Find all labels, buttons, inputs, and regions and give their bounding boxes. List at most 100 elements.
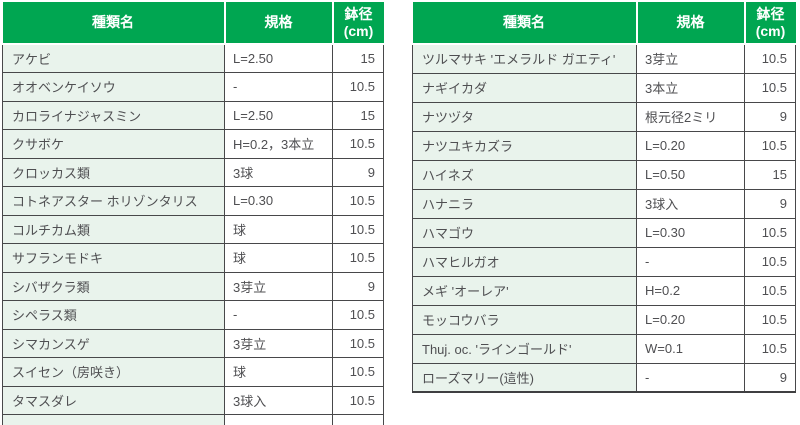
table-row: スイセン（房咲き）球 10.5 [2,357,384,387]
left-table-header-row: 種類名 規格 鉢径 (cm) [2,2,384,45]
left-table: 種類名 規格 鉢径 (cm) アケビ L=2.50 15 オオベンケイソウ -10.5 カロ… [2,2,384,425]
table-row: メギ 'オーレア' H=0.2 10.5 [412,275,796,306]
cell-pot: 10.5 [332,328,384,358]
header-cell-name: 種類名 [412,2,637,45]
cell-spec: L=0.30 [224,186,333,216]
cell-pot: 10.5 [332,300,384,330]
cell-pot: 10.5 [744,304,796,335]
cell-pot: 10.5 [744,217,796,248]
cell-spec: 3球 [224,157,333,187]
cell-spec: H=0.2 [636,275,745,306]
header-cell-pot: 鉢径 (cm) [743,2,796,45]
cell-name: クロッカス類 [2,157,225,187]
left-table-wrap: 種類名 規格 鉢径 (cm) アケビ L=2.50 15 オオベンケイソウ -10.5 カロ… [2,2,384,425]
cell-spec: L=0.20 [636,130,745,161]
cell-spec: 3本立 [636,72,745,103]
right-table: 種類名 規格 鉢径 (cm) ツルマサキ 'エメラルド ガエティ' 3芽立 10.5 ナ… [412,2,796,393]
header-cell-pot: 鉢径 (cm) [331,2,384,45]
cell-pot: 9 [332,157,384,187]
cell-spec: 3芽立 [224,328,333,358]
cell-name: ハナニラ [412,188,637,219]
table-row: シマカンスゲ 3芽立 10.5 [2,328,384,358]
table-row: ハイネズ L=0.50 15 [412,159,796,190]
cell-pot: 10.5 [332,72,384,102]
cell-pot: 10.5 [744,275,796,306]
table-row: タマスダレ 3球入 10.5 [2,385,384,415]
cell-name [2,414,225,425]
cell-spec: - [224,72,333,102]
cell-name: クサボケ [2,129,225,159]
cell-pot: 10.5 [332,385,384,415]
cell-pot: 10.5 [744,130,796,161]
cell-spec [224,414,333,425]
table-row: コルチカム類球 10.5 [2,214,384,244]
cell-name: タマスダレ [2,385,225,415]
pot-header-line2: (cm) [343,22,374,39]
cell-spec: 球 [224,243,333,273]
cell-name: シペラス類 [2,300,225,330]
table-row: ナツヅタ 根元径2ミリ 9 [412,101,796,132]
cell-pot: 10.5 [332,186,384,216]
cell-pot: 9 [744,188,796,219]
cell-pot: 9 [744,101,796,132]
cell-name: ナツヅタ [412,101,637,132]
cell-spec: - [636,246,745,277]
cell-spec: H=0.2，3本立 [224,129,333,159]
table-row: オオベンケイソウ -10.5 [2,72,384,102]
table-row: モッコウバラ L=0.20 10.5 [412,304,796,335]
cell-pot: 9 [744,362,796,393]
table-row: ハナニラ 3球入 9 [412,188,796,219]
cell-spec: 3球入 [636,188,745,219]
cell-pot: 10.5 [332,129,384,159]
table-row: Thuj. oc. 'ラインゴールド' W=0.1 10.5 [412,333,796,364]
right-table-wrap: 種類名 規格 鉢径 (cm) ツルマサキ 'エメラルド ガエティ' 3芽立 10.5 ナ… [412,2,796,425]
cell-name: サフランモドキ [2,243,225,273]
table-row: ハマヒルガオ -10.5 [412,246,796,277]
cell-name: アケビ [2,43,225,73]
cell-spec: 球 [224,214,333,244]
cell-pot: 10.5 [332,214,384,244]
table-row: ナギイカダ 3本立 10.5 [412,72,796,103]
table-row: シバザクラ類 3芽立 9 [2,271,384,301]
cell-pot: 10.5 [744,246,796,277]
header-cell-spec: 規格 [223,2,333,45]
left-table-body: アケビ L=2.50 15 オオベンケイソウ -10.5 カロライナジャスミン L=2.50… [2,43,384,425]
cell-name: オオベンケイソウ [2,72,225,102]
cell-spec: 根元径2ミリ [636,101,745,132]
cell-spec: L=0.50 [636,159,745,190]
cell-spec: - [224,300,333,330]
pot-header-line2: (cm) [755,22,786,39]
cell-spec: 3球入 [224,385,333,415]
cell-pot: 9 [332,271,384,301]
table-row: クサボケ H=0.2，3本立 10.5 [2,129,384,159]
cell-spec: L=2.50 [224,100,333,130]
cell-pot [332,414,384,425]
table-row: クロッカス類 3球 9 [2,157,384,187]
header-cell-name: 種類名 [2,2,225,45]
cell-pot: 10.5 [744,333,796,364]
cell-spec: W=0.1 [636,333,745,364]
table-row: アケビ L=2.50 15 [2,43,384,73]
pot-header-line1: 鉢径 [756,6,785,23]
cell-spec: L=0.20 [636,304,745,335]
cell-name: Thuj. oc. 'ラインゴールド' [412,333,637,364]
cell-name: コトネアスター ホリゾンタリス [2,186,225,216]
table-row-partial [2,414,384,425]
table-row: ナツユキカズラ L=0.20 10.5 [412,130,796,161]
cell-name: ナツユキカズラ [412,130,637,161]
cell-pot: 10.5 [332,357,384,387]
cell-pot: 10.5 [332,243,384,273]
cell-name: シマカンスゲ [2,328,225,358]
cell-spec: L=2.50 [224,43,333,73]
table-row: ハマゴウ L=0.30 10.5 [412,217,796,248]
cell-name: メギ 'オーレア' [412,275,637,306]
cell-name: ハイネズ [412,159,637,190]
cell-name: ハマゴウ [412,217,637,248]
cell-spec: L=0.30 [636,217,745,248]
table-row: ツルマサキ 'エメラルド ガエティ' 3芽立 10.5 [412,43,796,74]
cell-pot: 15 [744,159,796,190]
cell-pot: 10.5 [744,72,796,103]
cell-name: ローズマリー(這性) [412,362,637,393]
cell-name: ハマヒルガオ [412,246,637,277]
right-table-header-row: 種類名 規格 鉢径 (cm) [412,2,796,45]
